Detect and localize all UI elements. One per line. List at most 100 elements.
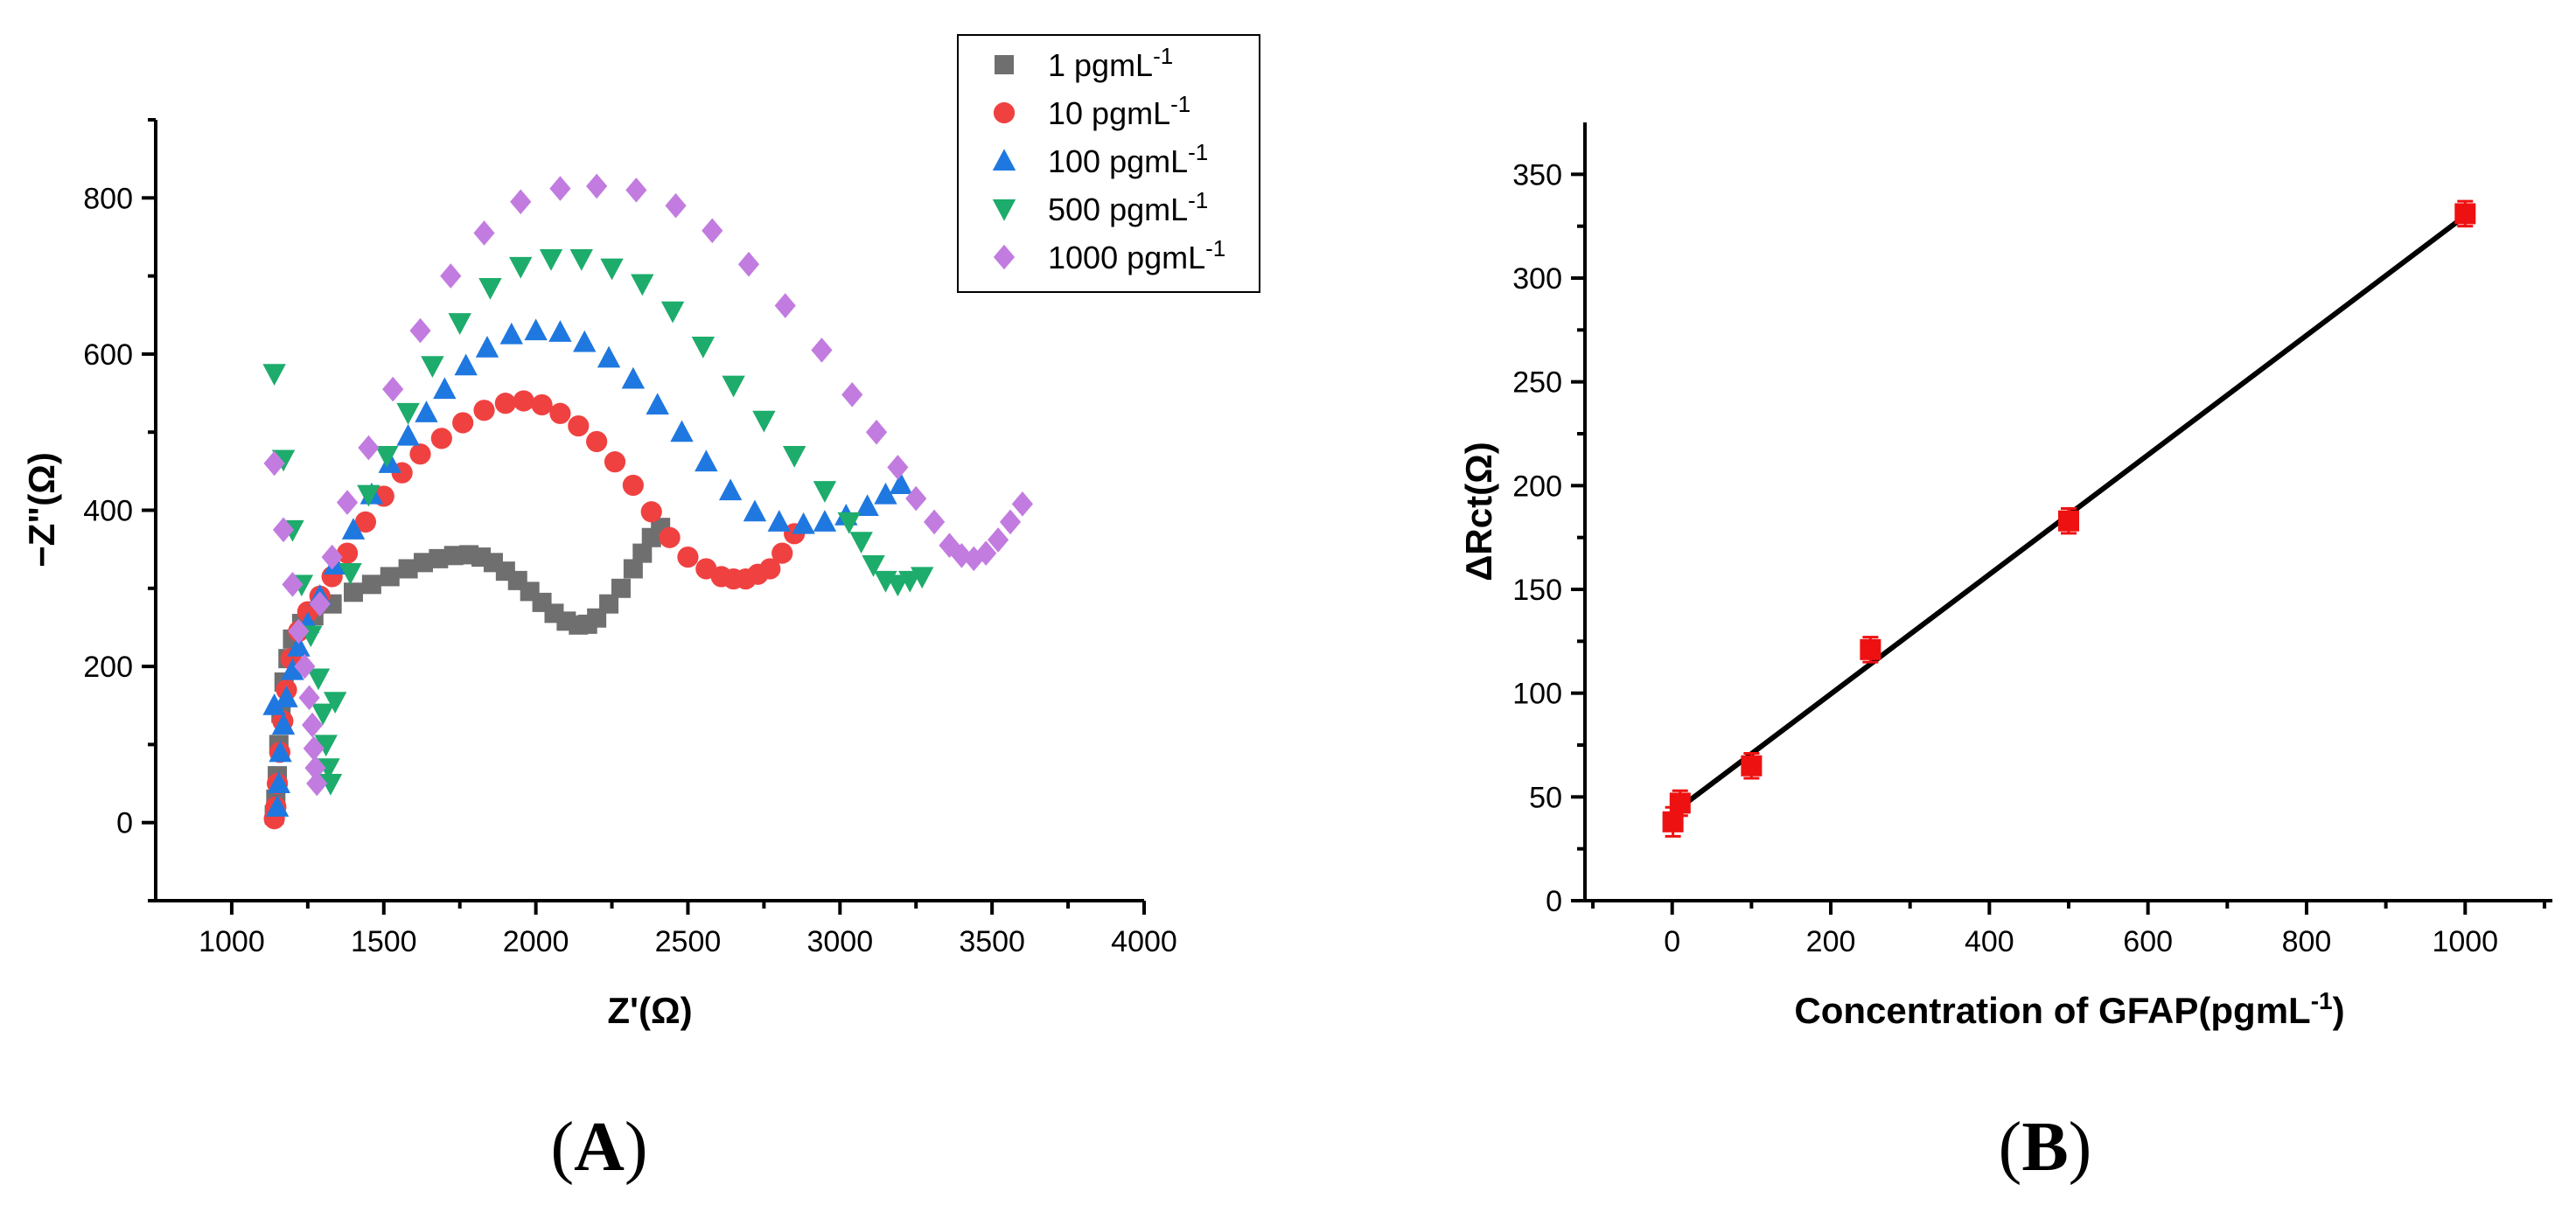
data-point <box>767 510 791 532</box>
chart-a-x-tick-label: 2500 <box>655 925 722 958</box>
data-point <box>354 511 377 533</box>
data-point <box>1741 755 1763 777</box>
chart-a-x-tick-label: 2000 <box>503 925 569 958</box>
data-point <box>448 313 471 335</box>
chart-b-x-axis-title: Concentration of GFAP(pgmL-1) <box>1794 987 2344 1031</box>
legend-marker-5 <box>993 244 1016 270</box>
data-point <box>813 481 837 503</box>
data-point <box>625 178 647 203</box>
data-point <box>999 509 1022 535</box>
data-point <box>604 451 626 473</box>
data-point <box>646 393 669 414</box>
data-point <box>287 635 311 657</box>
data-point <box>743 499 767 522</box>
data-point <box>586 430 608 453</box>
panel-a-letter: A <box>574 1109 625 1186</box>
chart-b-x-tick-label: 1000 <box>2432 925 2498 958</box>
data-point <box>665 192 687 219</box>
data-point <box>306 770 328 797</box>
data-point <box>413 553 433 573</box>
data-point <box>262 364 286 386</box>
data-point <box>267 771 291 794</box>
data-point <box>336 542 359 564</box>
data-point <box>262 693 286 715</box>
data-point <box>2058 510 2079 532</box>
data-point <box>759 558 781 580</box>
chart-b-x-tick-label: 600 <box>2123 925 2173 958</box>
data-point <box>660 301 685 324</box>
data-point <box>443 546 464 566</box>
chart-a-ticks: 1000 1500 2000 2500 3000 3500 4000 0 200 400 600 80… <box>83 118 1177 958</box>
chart-a-x-tick-label: 1500 <box>351 925 417 958</box>
data-point-group <box>2454 199 2476 228</box>
legend-marker-1 <box>995 55 1014 74</box>
chart-b-y-tick-label: 150 <box>1512 574 1562 607</box>
panel-b-close: ) <box>2069 1109 2092 1186</box>
data-point <box>811 338 833 363</box>
data-point <box>336 490 359 515</box>
data-point <box>494 393 516 414</box>
legend-label-sup: -1 <box>1205 235 1225 261</box>
data-point <box>311 703 335 726</box>
data-point <box>275 686 298 707</box>
chart-a-y-tick-label: 800 <box>83 182 133 215</box>
data-point <box>452 412 474 434</box>
data-point <box>510 189 532 215</box>
data-point <box>380 567 400 587</box>
data-point <box>314 735 338 757</box>
data-point <box>396 402 420 425</box>
data-point-group <box>2058 506 2079 535</box>
data-point <box>396 423 420 446</box>
data-point <box>357 484 380 507</box>
data-point <box>509 256 533 279</box>
chart-b-x-title-main: Concentration of GFAP(pgmL <box>1794 990 2310 1031</box>
data-point <box>549 402 571 424</box>
data-point <box>341 518 366 540</box>
chart-a-x-tick-label: 4000 <box>1111 925 1177 958</box>
chart-a-points <box>262 173 1034 830</box>
chart-a-y-tick-label: 400 <box>83 495 133 528</box>
data-point <box>695 449 718 472</box>
panel-a-close: ) <box>625 1109 648 1186</box>
data-point <box>774 293 796 318</box>
data-point <box>622 474 644 497</box>
data-point <box>771 542 793 564</box>
data-point <box>531 394 553 416</box>
data-point <box>269 740 292 763</box>
data-point <box>600 258 624 281</box>
data-point <box>1860 638 1881 660</box>
data-point <box>272 517 295 543</box>
data-point <box>573 330 597 352</box>
chart-b-y-tick-label: 200 <box>1512 470 1562 503</box>
legend-label-sup: -1 <box>1188 139 1208 165</box>
data-point <box>752 410 776 433</box>
data-point <box>421 356 444 379</box>
legend-label-main: 1000 pgmL <box>1048 240 1205 275</box>
data-point-group <box>1741 751 1763 780</box>
data-point <box>539 248 563 271</box>
series-4 <box>262 248 934 796</box>
data-point <box>440 263 462 289</box>
data-point <box>265 795 290 817</box>
data-point <box>631 274 654 296</box>
data-point <box>737 251 760 277</box>
chart-a-eis-nyquist: 1000 1500 2000 2500 3000 3500 4000 0 200 400 600 80… <box>21 34 1260 1031</box>
data-point <box>524 318 548 341</box>
data-point <box>549 176 571 201</box>
legend-marker-4 <box>992 199 1016 221</box>
data-point-group <box>1860 636 1881 664</box>
data-point <box>623 559 643 579</box>
data-point <box>722 375 745 398</box>
data-point <box>569 248 593 271</box>
legend-label-sup: -1 <box>1170 91 1190 117</box>
chart-b-ticks: 0 200 400 600 800 1000 0 50 100 150 200 250 300 350 <box>1512 158 2546 958</box>
data-point <box>318 774 343 796</box>
data-point <box>288 618 310 644</box>
data-point <box>862 555 885 577</box>
chart-a-x-tick-label: 1000 <box>199 925 265 958</box>
chart-b-x-title-sup: -1 <box>2311 987 2333 1014</box>
data-point <box>677 546 699 568</box>
chart-a-y-tick-label: 200 <box>83 651 133 684</box>
data-point <box>513 390 534 412</box>
